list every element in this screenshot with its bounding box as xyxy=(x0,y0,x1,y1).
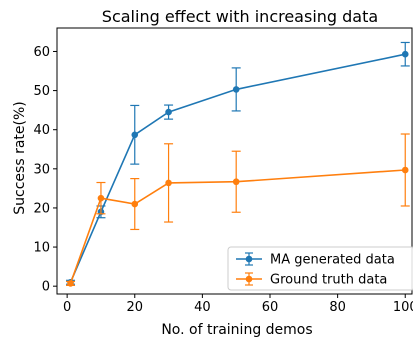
x-axis-label: No. of training demos xyxy=(161,322,312,338)
x-tick-label: 100 xyxy=(393,300,413,315)
chart-title: Scaling effect with increasing data xyxy=(102,7,378,26)
x-tick-label: 80 xyxy=(329,300,346,315)
x-tick-label: 20 xyxy=(126,300,143,315)
legend-label-2: Ground truth data xyxy=(270,273,387,288)
y-tick-label: 60 xyxy=(33,45,50,60)
y-axis-label: Success rate(%) xyxy=(12,101,28,214)
plot-frame xyxy=(56,27,413,295)
data-point xyxy=(165,179,172,187)
data-point xyxy=(401,50,409,58)
data-point xyxy=(97,194,105,202)
data-point xyxy=(232,178,240,186)
data-point xyxy=(67,280,74,287)
x-tick-label: 0 xyxy=(63,300,71,315)
x-tick-label: 60 xyxy=(262,300,279,315)
data-point xyxy=(131,200,139,208)
legend-marker xyxy=(245,255,253,263)
y-tick-label: 50 xyxy=(33,84,50,99)
y-tick-label: 10 xyxy=(33,241,50,256)
data-point xyxy=(165,108,172,116)
series-line-1 xyxy=(69,53,406,283)
data-point xyxy=(232,86,240,93)
legend: MA generated data Ground truth data xyxy=(227,246,413,291)
x-tick-label: 40 xyxy=(194,300,211,315)
y-tick-label: 20 xyxy=(33,201,50,216)
legend-label-1: MA generated data xyxy=(270,253,395,268)
plot-area xyxy=(66,41,410,287)
y-tick-label: 30 xyxy=(33,162,50,177)
series-group xyxy=(66,41,410,287)
series-line-2 xyxy=(69,169,406,284)
legend-box xyxy=(227,246,413,291)
y-axis: 0 10 20 30 40 50 60 xyxy=(33,45,57,295)
data-point xyxy=(401,166,409,174)
data-point xyxy=(131,131,139,139)
legend-marker xyxy=(245,275,253,283)
y-tick-label: 40 xyxy=(33,123,50,138)
y-tick-label: 0 xyxy=(42,280,50,295)
x-axis: 0 20 40 60 80 100 xyxy=(63,294,413,315)
